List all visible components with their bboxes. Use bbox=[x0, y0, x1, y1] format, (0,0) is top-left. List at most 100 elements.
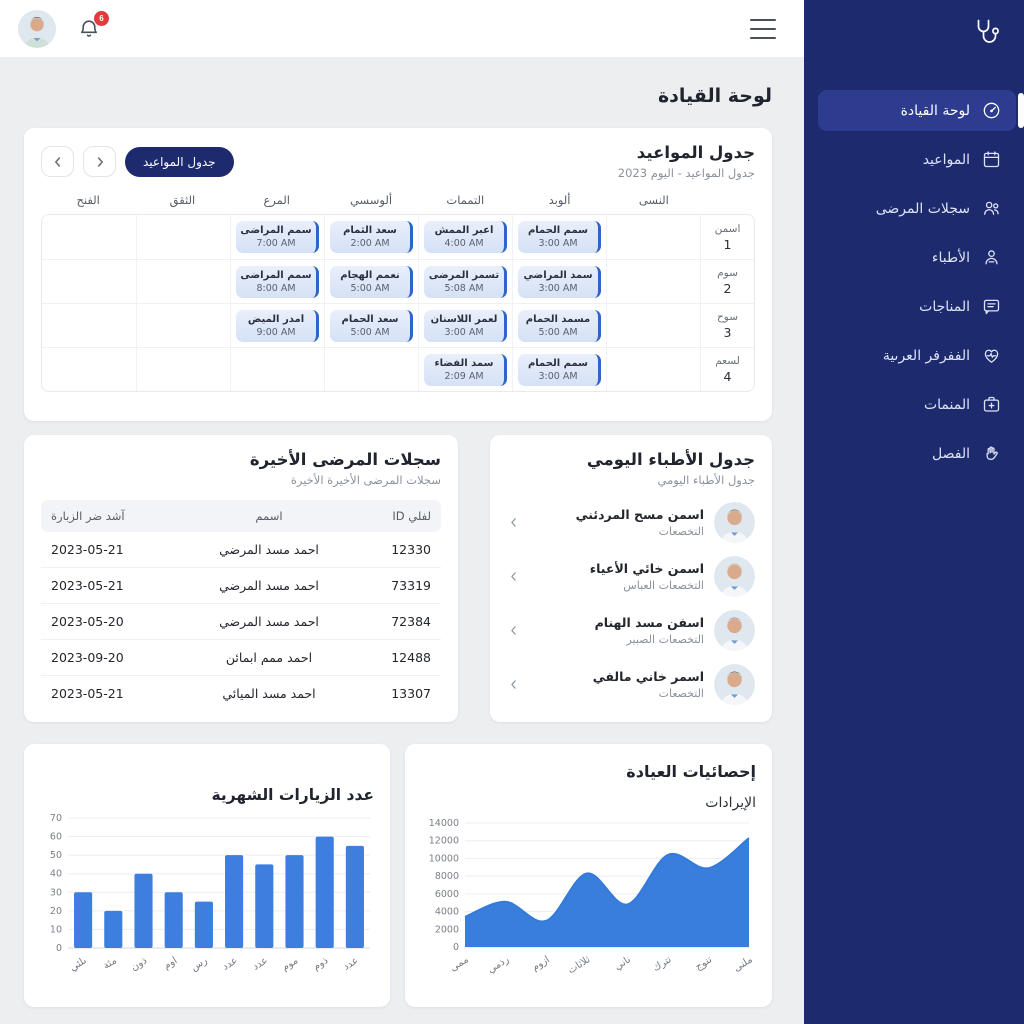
appointment-chip[interactable]: سمم المراضى 8:00 AM bbox=[236, 265, 319, 298]
schedule-cell: سمم الحمام 3:00 AM bbox=[512, 215, 606, 259]
appointment-name: سعد الثمام bbox=[343, 225, 397, 236]
svg-text:ناني: ناني bbox=[613, 954, 633, 972]
doctor-avatar bbox=[714, 502, 755, 543]
appointment-chip[interactable]: أعبر الممش 4:00 AM bbox=[424, 221, 507, 253]
patients-table-body: 12330 احمد مسد المرضي 2023-05-21 73319 احمد … bbox=[41, 532, 441, 711]
patient-last-visit: 2023-05-21 bbox=[41, 567, 181, 604]
patients-table-row[interactable]: 72384 احمد مسد المرضي 2023-05-20 bbox=[41, 603, 441, 640]
patients-card: سجلات المرضى الأخيرة سجلات المرضى الأخير… bbox=[24, 435, 458, 722]
doctor-list-item[interactable]: اسفن مسد الهنام التخصعات الصبير bbox=[507, 610, 755, 651]
doctor-list-item[interactable]: اسمن خائي الأعياء التخصعات العباس bbox=[507, 556, 755, 597]
menu-button[interactable] bbox=[750, 19, 776, 39]
appointment-time: 5:00 AM bbox=[538, 326, 578, 338]
appointment-chip[interactable]: سعد الحمام 5:00 AM bbox=[330, 309, 413, 342]
appointment-chip[interactable]: سمم المراضى 7:00 AM bbox=[236, 221, 319, 253]
hand-icon bbox=[981, 443, 1002, 464]
sidebar-item-link[interactable]: المواعيد bbox=[818, 139, 1016, 180]
schedule-cell: سعد الثمام 2:00 AM bbox=[324, 215, 418, 259]
appointment-chip[interactable]: سمم الحمام 3:00 AM bbox=[518, 353, 601, 386]
user-avatar[interactable] bbox=[18, 10, 56, 48]
first-aid-icon bbox=[981, 394, 1002, 415]
sidebar-nav: لوحة القيادة المواعيد سجلات المرضى الأطباء ا… bbox=[818, 90, 1024, 474]
bar bbox=[345, 845, 364, 948]
svg-text:رس: رس bbox=[189, 955, 209, 973]
patient-last-visit: 2023-05-21 bbox=[41, 532, 181, 568]
stethoscope-icon bbox=[804, 0, 1024, 48]
prev-button[interactable] bbox=[41, 146, 74, 177]
appointment-time: 3:00 AM bbox=[538, 370, 578, 382]
appointment-chip[interactable]: مسمد الحمام 5:00 AM bbox=[518, 309, 601, 342]
svg-text:0: 0 bbox=[56, 943, 62, 954]
patient-name: احمد مسد المرضي bbox=[181, 603, 357, 640]
svg-text:2000: 2000 bbox=[435, 924, 459, 935]
chevron-left-icon[interactable] bbox=[507, 624, 520, 637]
chevron-left-icon[interactable] bbox=[507, 570, 520, 583]
patient-id: 72384 bbox=[357, 603, 441, 640]
appointment-chip[interactable]: سمد الفضاء 2:09 AM bbox=[424, 353, 507, 386]
appointment-chip[interactable]: تسمر المرضى 5:08 AM bbox=[424, 265, 507, 298]
schedule-cell: سعد الحمام 5:00 AM bbox=[324, 303, 418, 347]
appointment-time: 3:00 AM bbox=[444, 326, 484, 338]
sidebar-item-link[interactable]: الفصل bbox=[818, 433, 1016, 474]
calendar-icon bbox=[981, 149, 1002, 170]
notifications-button[interactable]: 6 bbox=[74, 11, 109, 45]
appointment-name: سمم المراضى bbox=[240, 269, 312, 281]
next-button[interactable] bbox=[83, 146, 116, 177]
appointment-chip[interactable]: نعمم الهجام 5:00 AM bbox=[330, 265, 413, 298]
schedule-cell bbox=[136, 347, 230, 391]
svg-text:تنوج: تنوج bbox=[693, 954, 714, 973]
doctor-list-item[interactable]: اسمن مسح المردئني التخصعات bbox=[507, 502, 755, 543]
sidebar-item-link[interactable]: المنمات bbox=[818, 384, 1016, 425]
appointment-chip[interactable]: لعمر اللاسنان 3:00 AM bbox=[424, 309, 507, 342]
schedule-cell bbox=[230, 347, 324, 391]
appointment-time: 8:00 AM bbox=[256, 282, 296, 294]
row-number: 4 bbox=[723, 369, 732, 384]
appointments-card: جدول المواعيد جدول المواعيد جدول المواعي… bbox=[24, 128, 772, 421]
chevron-right-icon bbox=[97, 156, 103, 167]
messages-icon bbox=[981, 296, 1002, 317]
svg-text:ملنى: ملنى bbox=[732, 954, 755, 974]
patients-table-row[interactable]: 12330 احمد مسد المرضي 2023-05-21 bbox=[41, 532, 441, 568]
doctor-text: اسمر خاني مالفي التخصعات bbox=[530, 669, 704, 700]
doctors-title: جدول الأطباء اليومي bbox=[586, 450, 755, 469]
appointment-name: سمم المراضى bbox=[240, 225, 312, 236]
column-header: المرع bbox=[263, 193, 290, 207]
svg-text:40: 40 bbox=[50, 869, 62, 880]
appointment-chip[interactable]: سعد الثمام 2:00 AM bbox=[330, 221, 413, 253]
appointment-name: سمد الفضاء bbox=[434, 357, 494, 369]
schedule-cell: أعبر الممش 4:00 AM bbox=[418, 215, 512, 259]
patients-table-row[interactable]: 13307 احمد مسد الميائي 2023-05-21 bbox=[41, 676, 441, 712]
chevron-left-icon bbox=[54, 156, 60, 167]
sidebar-item-link[interactable]: الأطباء bbox=[818, 237, 1016, 278]
appointment-name: لعمر اللاسنان bbox=[430, 313, 498, 325]
chevron-left-icon[interactable] bbox=[507, 516, 520, 529]
patients-icon bbox=[981, 198, 1002, 219]
row-number: 1 bbox=[723, 236, 732, 252]
doctor-icon bbox=[981, 247, 1002, 268]
chevron-left-icon[interactable] bbox=[507, 678, 520, 691]
svg-text:عدد: عدد bbox=[221, 955, 240, 973]
doctor-name: اسمن مسح المردئني bbox=[575, 507, 704, 522]
appointment-chip[interactable]: سمم الحمام 3:00 AM bbox=[518, 221, 601, 253]
doctor-avatar bbox=[714, 610, 755, 651]
appointment-chip[interactable]: أمدر الميض 9:00 AM bbox=[236, 309, 319, 342]
patients-table-row[interactable]: 12488 احمد ممم ابمائن 2023-09-20 bbox=[41, 639, 441, 676]
visits-chart-card: عدد الزيارات الشهرية 0 10 20 30 40 50 60 70 ىلئي… bbox=[24, 744, 390, 1007]
doctor-text: اسمن مسح المردئني التخصعات bbox=[530, 507, 704, 538]
appointment-time: 9:00 AM bbox=[256, 326, 296, 338]
schedule-cell bbox=[42, 347, 136, 391]
schedule-cell bbox=[606, 259, 700, 303]
appointment-chip[interactable]: سمد المراضي 3:00 AM bbox=[518, 265, 601, 298]
appointment-name: سمد المراضي bbox=[523, 269, 593, 281]
bar bbox=[134, 873, 153, 948]
patients-table-row[interactable]: 73319 احمد مسد المرضي 2023-05-21 bbox=[41, 567, 441, 604]
heart-pulse-icon bbox=[981, 345, 1002, 366]
sidebar-item-link[interactable]: المناجات bbox=[818, 286, 1016, 327]
sidebar-item-active[interactable]: لوحة القيادة bbox=[818, 90, 1024, 131]
doctor-avatar bbox=[714, 556, 755, 597]
svg-text:14000: 14000 bbox=[429, 818, 459, 829]
sidebar-item-link[interactable]: الففرفر العرىية bbox=[818, 335, 1016, 376]
doctor-list-item[interactable]: اسمر خاني مالفي التخصعات bbox=[507, 664, 755, 705]
sidebar-item-link[interactable]: سجلات المرضى bbox=[818, 188, 1016, 229]
appointments-schedule-button[interactable]: جدول المواعيد bbox=[125, 146, 234, 177]
